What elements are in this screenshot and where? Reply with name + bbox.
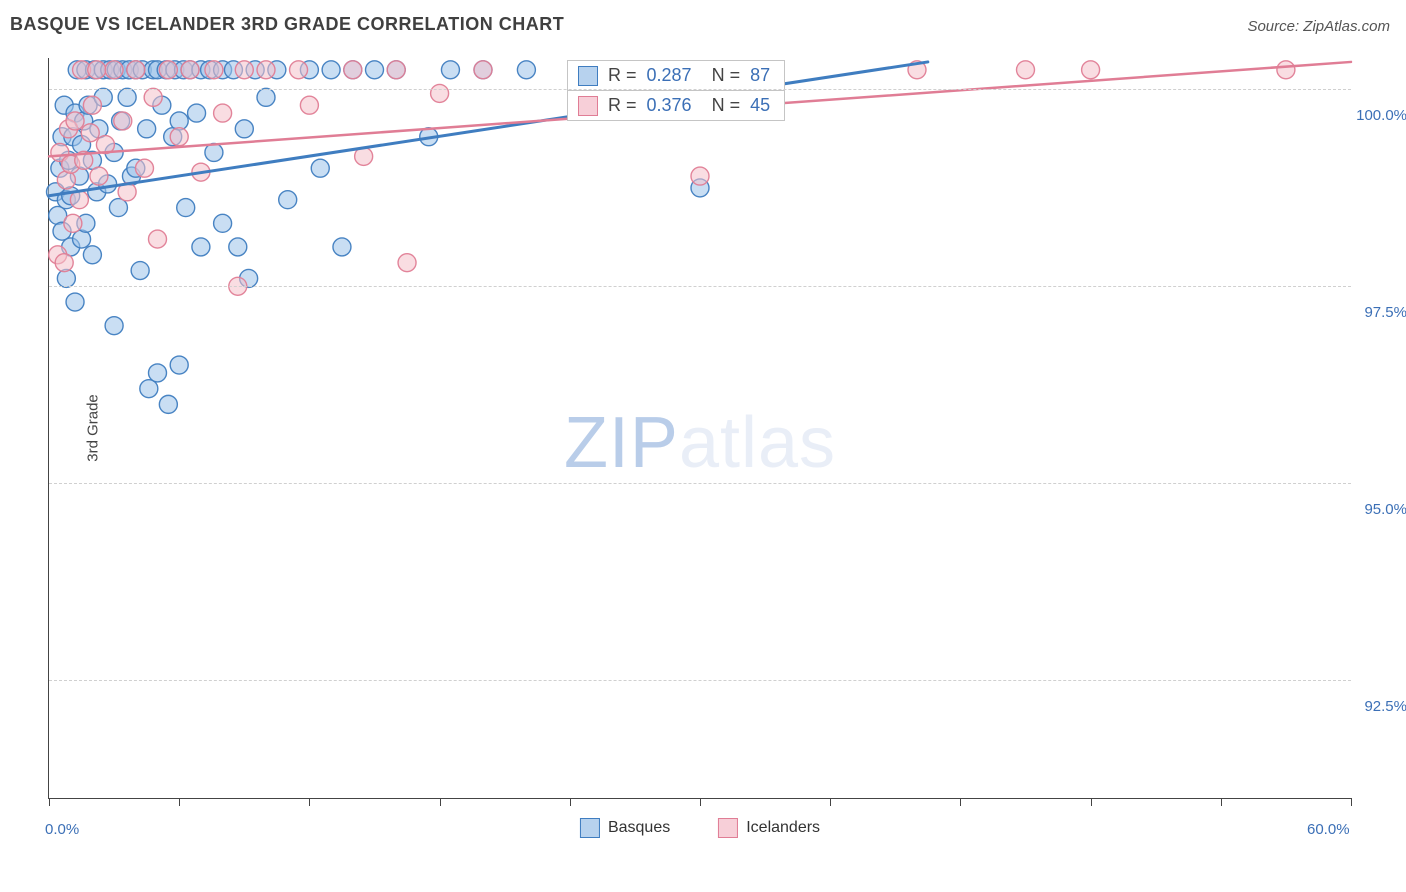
y-tick-label: 100.0% bbox=[1356, 107, 1406, 124]
legend-item-0: Basques bbox=[580, 818, 670, 838]
y-tick-label: 95.0% bbox=[1364, 501, 1406, 518]
stats-row-1: R =0.376 N =45 bbox=[568, 91, 784, 120]
chart-title: BASQUE VS ICELANDER 3RD GRADE CORRELATIO… bbox=[10, 14, 564, 35]
stats-swatch-1 bbox=[578, 96, 598, 116]
legend-item-1: Icelanders bbox=[718, 818, 820, 838]
scatter-svg bbox=[49, 58, 1351, 798]
legend-swatch-0 bbox=[580, 818, 600, 838]
y-tick-label: 92.5% bbox=[1364, 698, 1406, 715]
stats-swatch-0 bbox=[578, 66, 598, 86]
plot-area: ZIPatlas 3rd Grade R =0.287 N =87 R =0.3… bbox=[48, 58, 1351, 799]
source-label: Source: ZipAtlas.com bbox=[1247, 18, 1390, 35]
y-tick-label: 97.5% bbox=[1364, 304, 1406, 321]
stats-row-0: R =0.287 N =87 bbox=[568, 61, 784, 91]
legend-swatch-1 bbox=[718, 818, 738, 838]
x-tick-label: 60.0% bbox=[1307, 821, 1350, 838]
chart-container: { "title": "BASQUE VS ICELANDER 3RD GRAD… bbox=[0, 0, 1406, 892]
stats-box: R =0.287 N =87 R =0.376 N =45 bbox=[567, 60, 785, 121]
x-tick-label: 0.0% bbox=[45, 821, 79, 838]
series-legend: Basques Icelanders bbox=[580, 818, 820, 838]
